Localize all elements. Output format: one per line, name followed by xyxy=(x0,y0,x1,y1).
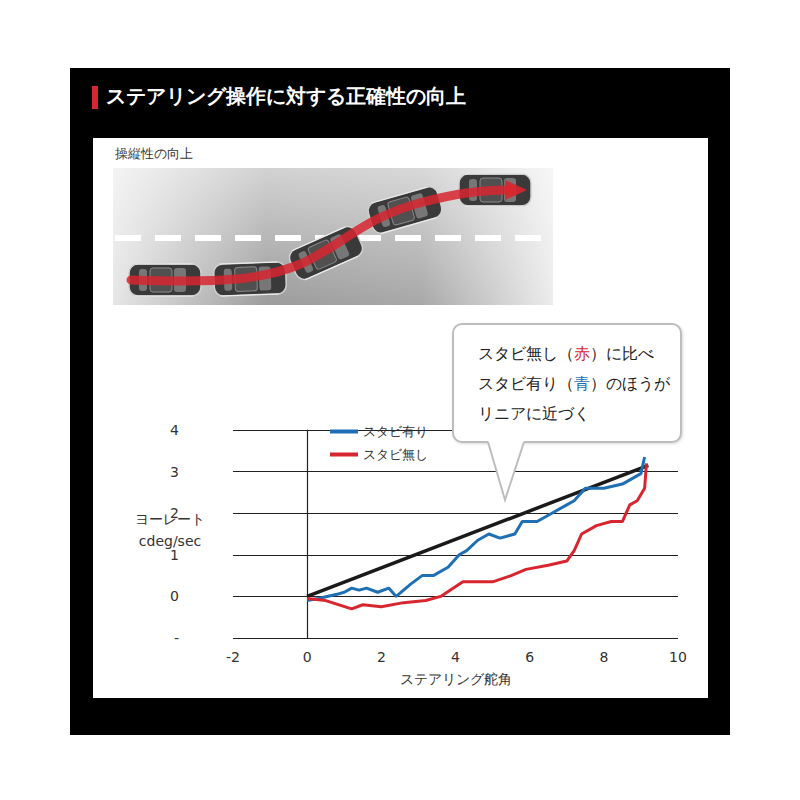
svg-text:スタビ有り: スタビ有り xyxy=(363,424,428,439)
html-text:ステアリング操作に対する正確性の向上: ステアリング操作に対する正確性の向上 xyxy=(106,84,466,108)
html-text:スタビ無し（赤）に比べ: スタビ無し（赤）に比べ xyxy=(478,344,654,363)
svg-text:8: 8 xyxy=(599,649,608,665)
svg-text:10: 10 xyxy=(669,649,687,665)
html-text:ヨーレート cdeg/sec: ヨーレート cdeg/sec xyxy=(135,511,205,549)
svg-text:3: 3 xyxy=(170,464,179,480)
svg-text:1: 1 xyxy=(170,547,179,563)
svg-text:0: 0 xyxy=(303,649,312,665)
svg-text:-: - xyxy=(174,630,179,646)
html-text:リニアに近づく: リニアに近づく xyxy=(478,404,590,423)
svg-text:2: 2 xyxy=(377,649,386,665)
svg-text:4: 4 xyxy=(170,422,179,438)
html-text:スタビ有り（青）のほうが: スタビ有り（青）のほうが xyxy=(478,374,670,393)
svg-text:0: 0 xyxy=(170,588,179,604)
svg-text:操縦性の向上: 操縦性の向上 xyxy=(115,146,193,161)
svg-text:-2: -2 xyxy=(226,649,240,665)
svg-text:4: 4 xyxy=(451,649,460,665)
svg-text:6: 6 xyxy=(525,649,534,665)
svg-text:ステアリング舵角: ステアリング舵角 xyxy=(400,671,512,687)
svg-text:スタビ無し: スタビ無し xyxy=(363,447,428,462)
